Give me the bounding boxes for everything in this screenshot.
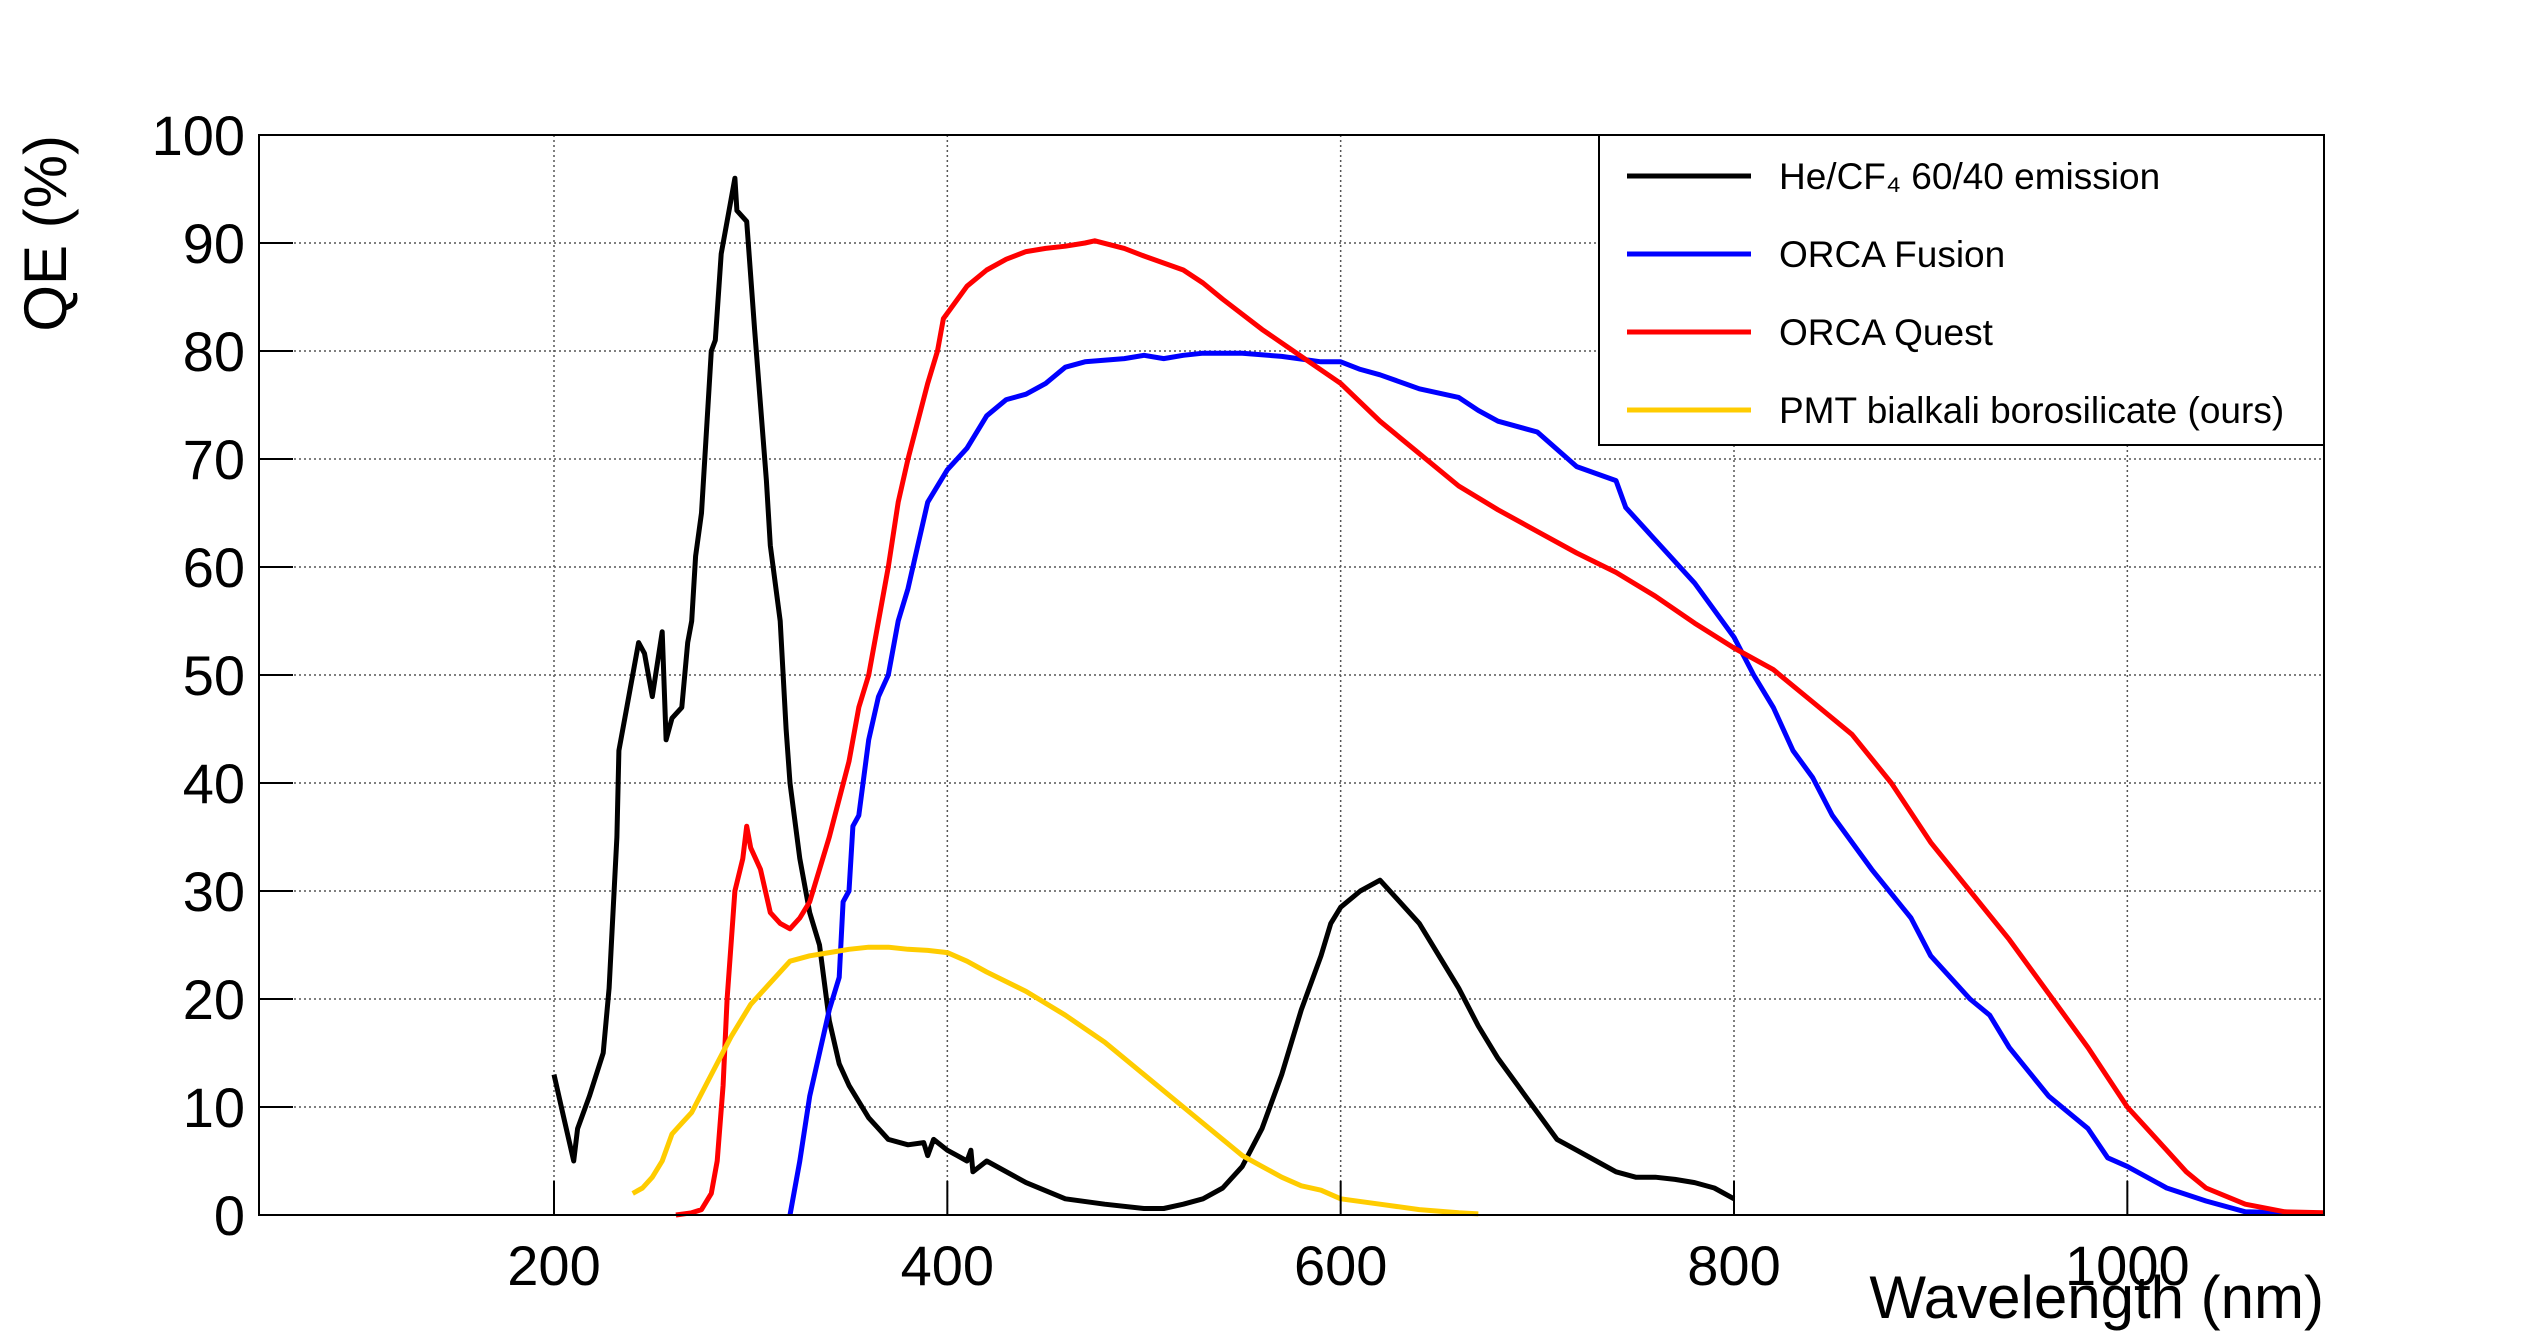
y-tick-label: 70 (183, 428, 245, 491)
y-tick-label: 50 (183, 644, 245, 707)
legend: He/CF₄ 60/40 emission ORCA Fusion ORCA Que… (1598, 134, 2325, 446)
legend-label: ORCA Quest (1779, 312, 1994, 353)
y-tick-label: 20 (183, 968, 245, 1031)
y-tick-label: 0 (214, 1184, 245, 1247)
x-axis-title: Wavelength (nm) (1869, 1264, 2324, 1331)
series-line (551, 175, 1736, 1211)
y-axis-title: QE (%) (12, 135, 79, 332)
legend-box (1598, 134, 2325, 446)
series-line (631, 944, 1479, 1217)
legend-label: ORCA Fusion (1779, 234, 2005, 275)
x-tick-label: 600 (1294, 1234, 1387, 1297)
x-tick-label: 200 (507, 1234, 600, 1297)
y-tick-label: 80 (183, 320, 245, 383)
series-line (787, 350, 2305, 1216)
series-line (675, 238, 2325, 1218)
y-tick-label: 60 (183, 536, 245, 599)
y-tick-label: 100 (152, 104, 245, 167)
x-tick-label: 1000 (2065, 1234, 2190, 1297)
legend-label: He/CF₄ 60/40 emission (1779, 156, 2160, 197)
axes: 0 10 20 30 40 50 60 70 80 90 100 200 400 600 800 1000 (152, 104, 2190, 1297)
y-tick-label: 10 (183, 1076, 245, 1139)
y-tick-label: 30 (183, 860, 245, 923)
y-tick-label: 90 (183, 212, 245, 275)
x-tick-label: 400 (901, 1234, 994, 1297)
x-tick-label: 800 (1687, 1234, 1780, 1297)
legend-label: PMT bialkali borosilicate (ours) (1779, 390, 2284, 431)
curves (551, 175, 2325, 1218)
y-tick-label: 40 (183, 752, 245, 815)
